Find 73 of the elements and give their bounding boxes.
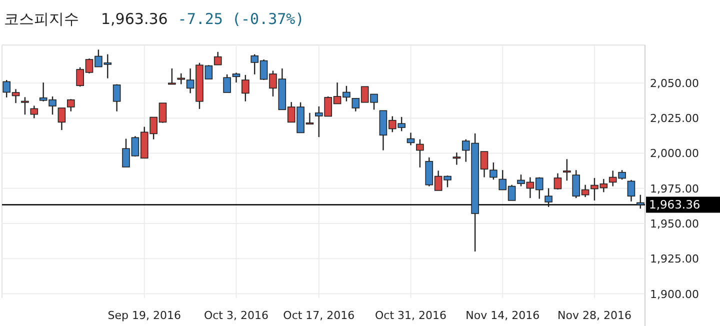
candlestick — [94, 49, 102, 68]
candlestick — [636, 194, 644, 210]
candlestick — [342, 85, 350, 102]
candlestick — [2, 79, 10, 98]
ytick: 1,975.00 — [650, 182, 699, 196]
candlestick — [544, 188, 552, 208]
candlestick — [425, 156, 434, 187]
candlestick — [608, 170, 617, 187]
candlestick — [563, 158, 571, 182]
annotation: 1,963.36 — [101, 10, 168, 28]
candlestick — [600, 178, 608, 193]
candlestick — [498, 169, 507, 190]
candlestick — [581, 184, 590, 198]
candlestick — [434, 170, 442, 192]
candlestick — [490, 162, 498, 180]
candlestick — [21, 96, 29, 116]
title: 코스피지수 — [4, 10, 79, 28]
ytick: 2,025.00 — [650, 112, 699, 126]
ytick: 1,925.00 — [650, 252, 699, 266]
candlestick — [480, 150, 488, 178]
candlestick — [370, 94, 378, 110]
xtick: Nov 14, 2016 — [466, 309, 540, 322]
ytick: 2,050.00 — [650, 76, 699, 90]
ref-label: 1,963.36 — [649, 198, 700, 212]
candlestick — [306, 112, 314, 124]
candlestick — [30, 105, 38, 119]
candlestick — [572, 169, 580, 199]
candlestick — [66, 98, 75, 112]
candlestick — [39, 82, 48, 102]
xtick: Oct 17, 2016 — [283, 309, 355, 322]
candlestick — [104, 54, 112, 79]
candlestick — [416, 138, 424, 168]
candlestick — [242, 74, 250, 102]
candlestick — [122, 138, 130, 168]
candlestick — [535, 176, 544, 200]
candlestick — [223, 74, 231, 94]
candlestick — [112, 84, 121, 112]
candlestick — [232, 72, 240, 84]
annotation: -7.25 (-0.37%) — [178, 10, 304, 28]
ytick: 2,000.00 — [650, 147, 699, 160]
xtick: Nov 28, 2016 — [558, 309, 632, 322]
candlestick — [214, 51, 222, 66]
candlestick — [398, 116, 406, 132]
candlestick — [250, 54, 259, 75]
candlestick — [168, 68, 176, 85]
candlestick — [76, 66, 84, 88]
candlestick — [269, 70, 277, 98]
candlestick — [150, 116, 158, 140]
candlestick — [406, 132, 415, 146]
candlestick — [554, 172, 562, 190]
candlestick — [444, 174, 452, 188]
candlestick — [315, 106, 323, 138]
candlestick — [352, 98, 360, 112]
candlestick — [186, 68, 194, 94]
candlestick — [590, 177, 598, 202]
candlestick — [177, 72, 186, 85]
xtick: Oct 3, 2016 — [204, 309, 268, 322]
candlestick — [287, 101, 296, 123]
candlestick — [517, 174, 525, 187]
xtick: Oct 31, 2016 — [375, 309, 447, 322]
candlestick — [618, 169, 626, 180]
candlestick — [627, 179, 636, 202]
ytick: 1,900.00 — [650, 288, 699, 301]
ytick: 1,950.00 — [650, 218, 699, 230]
candlestick — [526, 176, 534, 199]
candlestick — [388, 116, 396, 133]
candlestick — [333, 82, 342, 104]
xtick: Sep 19, 2016 — [108, 309, 181, 322]
candlestick — [12, 88, 20, 104]
candlestick — [48, 96, 56, 116]
candlestick — [462, 138, 470, 162]
candlestick — [452, 152, 461, 166]
candlestick — [58, 107, 66, 131]
